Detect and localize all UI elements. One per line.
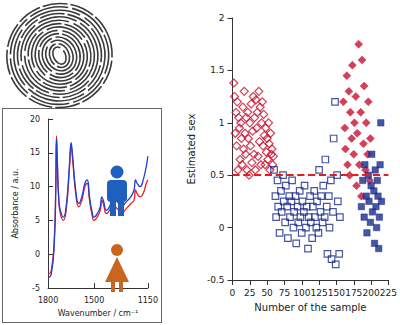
svg-text:Estimated sex: Estimated sex — [186, 114, 197, 185]
svg-text:5: 5 — [35, 216, 40, 225]
svg-text:175: 175 — [345, 288, 362, 298]
svg-text:0: 0 — [35, 250, 40, 259]
svg-text:20: 20 — [30, 115, 40, 124]
svg-text:1800: 1800 — [38, 296, 58, 305]
svg-text:Wavenumber / cm⁻¹: Wavenumber / cm⁻¹ — [58, 309, 139, 318]
svg-text:2: 2 — [219, 13, 225, 23]
svg-text:-5: -5 — [32, 284, 40, 293]
svg-text:0: 0 — [219, 223, 225, 233]
svg-text:100: 100 — [293, 288, 310, 298]
svg-text:50: 50 — [261, 288, 273, 298]
svg-text:200: 200 — [362, 288, 379, 298]
svg-text:1: 1 — [219, 118, 225, 128]
svg-text:125: 125 — [311, 288, 328, 298]
svg-text:75: 75 — [279, 288, 290, 298]
svg-text:0: 0 — [230, 288, 236, 298]
svg-text:-0.5: -0.5 — [207, 275, 225, 285]
svg-text:Absorbance / a.u.: Absorbance / a.u. — [11, 168, 20, 238]
svg-text:225: 225 — [380, 288, 397, 298]
svg-text:Number of the sample: Number of the sample — [254, 302, 366, 313]
svg-text:10: 10 — [30, 182, 40, 191]
svg-text:0.5: 0.5 — [210, 170, 224, 180]
svg-text:25: 25 — [244, 288, 255, 298]
svg-text:1150: 1150 — [138, 296, 158, 305]
svg-text:1.5: 1.5 — [210, 65, 224, 75]
svg-text:1500: 1500 — [84, 296, 104, 305]
svg-text:15: 15 — [30, 148, 40, 157]
svg-text:150: 150 — [328, 288, 345, 298]
